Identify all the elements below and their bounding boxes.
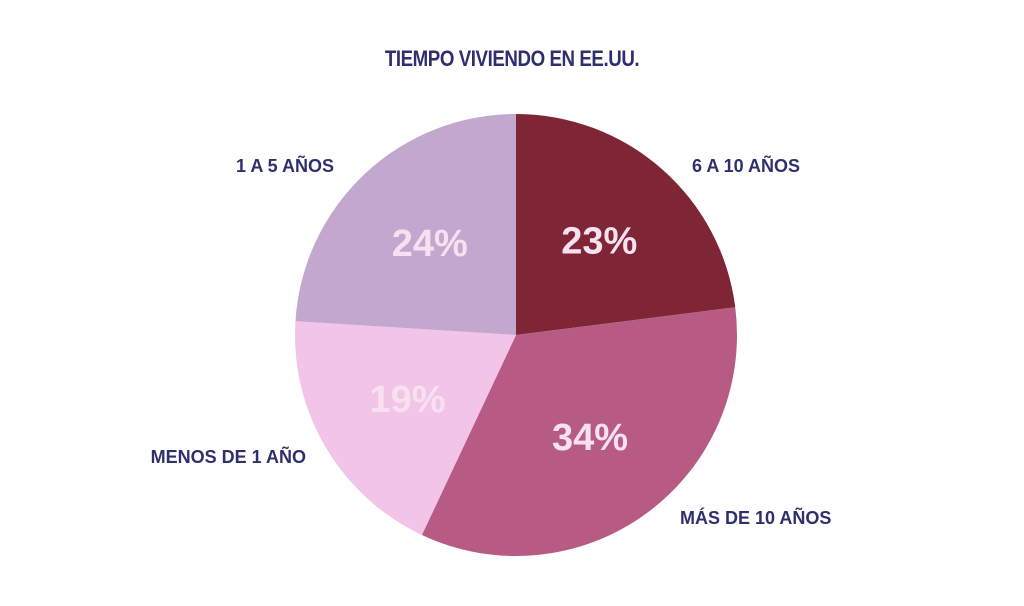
slice-value-label: 23% — [561, 221, 637, 263]
slice-value-label: 34% — [552, 417, 628, 459]
slice-category-label: 6 A 10 AÑOS — [692, 155, 800, 176]
slice-category-label: MÁS DE 10 AÑOS — [680, 507, 831, 528]
pie-slice-4 — [295, 114, 516, 335]
chart-title: TIEMPO VIVIENDO EN EE.UU. — [384, 46, 640, 71]
pie-slice-2 — [421, 307, 737, 556]
pie-slice-3 — [295, 321, 516, 535]
slice-category-label: MENOS DE 1 AÑO — [151, 446, 306, 467]
slice-category-label: 1 A 5 AÑOS — [236, 155, 334, 176]
slice-value-label: 24% — [392, 223, 468, 265]
pie-slice-1 — [516, 114, 736, 335]
slice-value-label: 19% — [370, 379, 446, 421]
